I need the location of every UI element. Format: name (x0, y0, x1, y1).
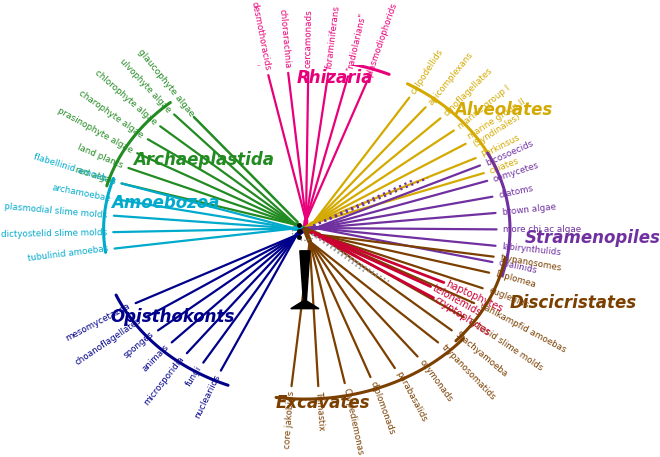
Text: trypanosomatids: trypanosomatids (440, 343, 497, 402)
Text: oomycetes: oomycetes (492, 160, 541, 184)
Text: Alveolates: Alveolates (453, 101, 552, 119)
Text: calpodellids: calpodellids (409, 48, 445, 96)
Text: "radiolarians": "radiolarians" (345, 12, 368, 73)
Text: opalinids: opalinids (498, 259, 539, 276)
Text: acrasid slime molds: acrasid slime molds (467, 316, 544, 372)
Text: ciliates: ciliates (488, 156, 521, 175)
Text: tubulinid amoebas: tubulinid amoebas (27, 244, 109, 264)
Text: prasinophyte algae: prasinophyte algae (55, 106, 134, 155)
Text: plasmodiophorids: plasmodiophorids (365, 1, 399, 78)
Text: trypanosomes: trypanosomes (500, 253, 562, 273)
Text: cercamonads: cercamonads (304, 9, 314, 68)
Text: dictyostelid slime molds: dictyostelid slime molds (1, 228, 107, 239)
Text: chlorophyte algae: chlorophyte algae (93, 68, 158, 127)
Text: apicomplexans: apicomplexans (426, 50, 475, 106)
Text: core jakobids: core jakobids (282, 390, 296, 449)
Text: Archaeplastida: Archaeplastida (133, 151, 275, 169)
Text: haptophytes: haptophytes (444, 279, 504, 314)
Text: Amoebozoa: Amoebozoa (111, 194, 219, 212)
Text: labirynthulids: labirynthulids (502, 242, 562, 257)
Text: vahlkampfid amoebas: vahlkampfid amoebas (478, 301, 568, 355)
Text: ulvophyte algae: ulvophyte algae (118, 57, 173, 114)
Text: diplomonads: diplomonads (368, 380, 396, 436)
Text: sponges: sponges (122, 330, 156, 361)
Text: red algae: red algae (75, 166, 117, 186)
Text: euglenids: euglenids (487, 286, 530, 310)
Polygon shape (291, 301, 319, 308)
Text: dinoflagellates: dinoflagellates (442, 66, 494, 118)
Text: Discicristates: Discicristates (509, 293, 636, 312)
Text: marine group II
(Syndinales): marine group II (Syndinales) (466, 97, 533, 149)
Text: archamoebae: archamoebae (51, 183, 111, 203)
Text: Diplomea: Diplomea (494, 270, 537, 290)
Text: Excavates: Excavates (275, 393, 370, 412)
Text: choanoflagellates: choanoflagellates (73, 316, 143, 367)
Text: parabasalids: parabasalids (394, 370, 428, 424)
Text: oxymonads: oxymonads (418, 358, 455, 404)
Text: glaucophyte algae: glaucophyte algae (136, 47, 196, 118)
Text: charophyte algae: charophyte algae (77, 89, 145, 140)
Text: telonemids: telonemids (430, 283, 482, 318)
Text: plasmodial slime molds: plasmodial slime molds (4, 202, 108, 220)
Text: animals: animals (140, 343, 170, 373)
Text: more chi ac algae: more chi ac algae (503, 225, 581, 234)
Text: Opisthokonts: Opisthokonts (111, 308, 235, 326)
Text: Rhizaria: Rhizaria (297, 69, 374, 87)
Text: foraminiferans: foraminiferans (325, 5, 341, 69)
Text: Trimastix: Trimastix (314, 390, 326, 430)
Text: cryptophytes: cryptophytes (433, 295, 492, 338)
Text: chlorarachnia: chlorarachnia (278, 8, 292, 69)
Text: marine group I: marine group I (456, 84, 512, 131)
Text: microsporidia: microsporidia (143, 354, 186, 407)
Text: Stramenopiles: Stramenopiles (524, 229, 660, 247)
Text: bicosoecids: bicosoecids (484, 138, 535, 168)
Text: desmothoracids: desmothoracids (249, 1, 271, 71)
Text: fungi: fungi (184, 364, 204, 388)
Text: diatoms: diatoms (498, 184, 534, 200)
Text: Perkinsus: Perkinsus (479, 133, 521, 160)
Text: Stachyamoeba: Stachyamoeba (454, 330, 510, 379)
Text: nucleariids: nucleariids (193, 373, 222, 420)
Text: flabellinid amoebas: flabellinid amoebas (32, 153, 117, 186)
Text: brown algae: brown algae (502, 202, 556, 217)
Text: Carpediemonas: Carpediemonas (342, 387, 365, 456)
Polygon shape (300, 251, 310, 301)
Text: mesomycetazoa: mesomycetazoa (65, 301, 132, 343)
Text: land plants: land plants (76, 143, 124, 170)
